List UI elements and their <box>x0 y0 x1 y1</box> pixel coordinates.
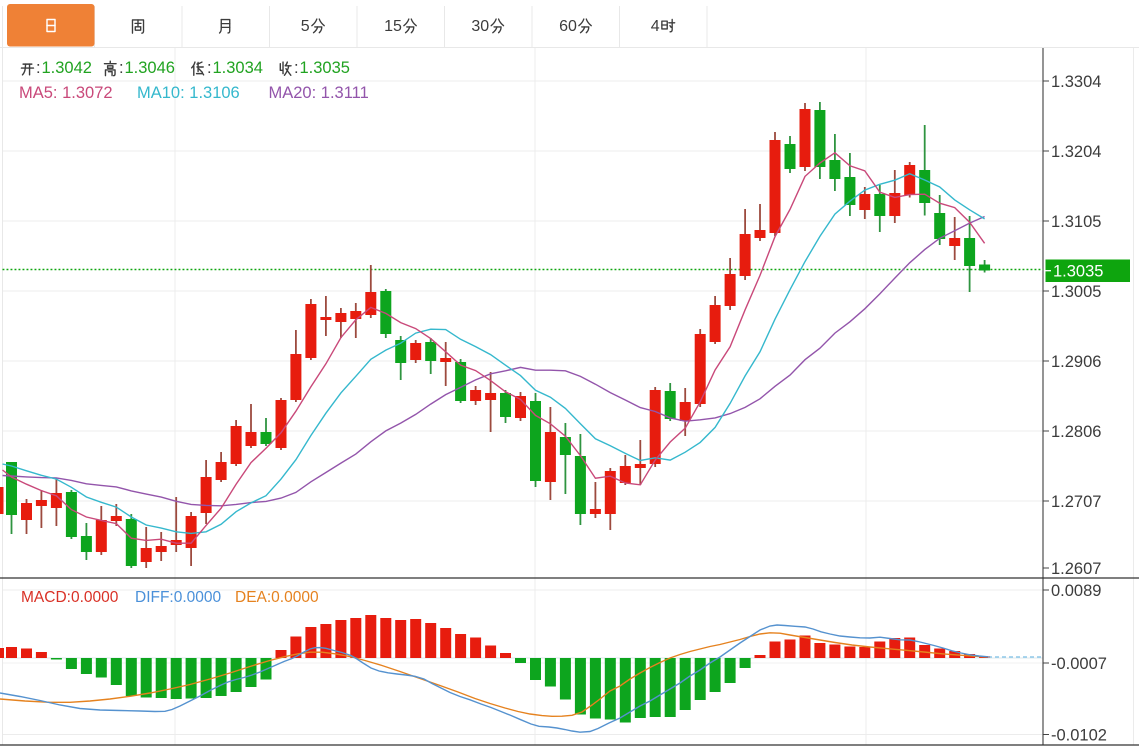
svg-text:MACD:0.0000: MACD:0.0000 <box>21 589 119 606</box>
svg-text:1.3105: 1.3105 <box>1051 213 1101 231</box>
svg-text:MA10: 1.3106: MA10: 1.3106 <box>137 84 240 102</box>
svg-text:30: 30 <box>471 18 489 35</box>
svg-text:1.3046: 1.3046 <box>125 59 175 77</box>
svg-text:1.3035: 1.3035 <box>300 59 350 77</box>
svg-text:1.2906: 1.2906 <box>1051 353 1101 371</box>
svg-text:1.3005: 1.3005 <box>1051 283 1101 301</box>
svg-text:1.3042: 1.3042 <box>42 59 92 77</box>
svg-text:1.3035: 1.3035 <box>1053 263 1103 281</box>
svg-text:1.3304: 1.3304 <box>1051 73 1101 91</box>
svg-text:1.3204: 1.3204 <box>1051 143 1101 161</box>
svg-text:DIFF:0.0000: DIFF:0.0000 <box>135 589 222 606</box>
svg-text:0.0089: 0.0089 <box>1051 582 1101 600</box>
svg-text:-0.0102: -0.0102 <box>1051 727 1107 745</box>
svg-text:15: 15 <box>384 18 402 35</box>
svg-text::: : <box>119 59 124 77</box>
svg-text:1.2607: 1.2607 <box>1051 560 1101 578</box>
svg-text:MA20: 1.3111: MA20: 1.3111 <box>269 84 369 102</box>
svg-text:5: 5 <box>301 18 310 35</box>
svg-text:1.2806: 1.2806 <box>1051 423 1101 441</box>
svg-text::: : <box>207 59 212 77</box>
svg-text:MA5: 1.3072: MA5: 1.3072 <box>19 84 113 102</box>
svg-text:1.2707: 1.2707 <box>1051 493 1101 511</box>
svg-text:60: 60 <box>559 18 577 35</box>
svg-text:1.3034: 1.3034 <box>213 59 263 77</box>
svg-text::: : <box>36 59 41 77</box>
svg-text:-0.0007: -0.0007 <box>1051 655 1107 673</box>
svg-text::: : <box>294 59 299 77</box>
svg-text:4: 4 <box>651 18 660 35</box>
svg-text:DEA:0.0000: DEA:0.0000 <box>235 589 319 606</box>
